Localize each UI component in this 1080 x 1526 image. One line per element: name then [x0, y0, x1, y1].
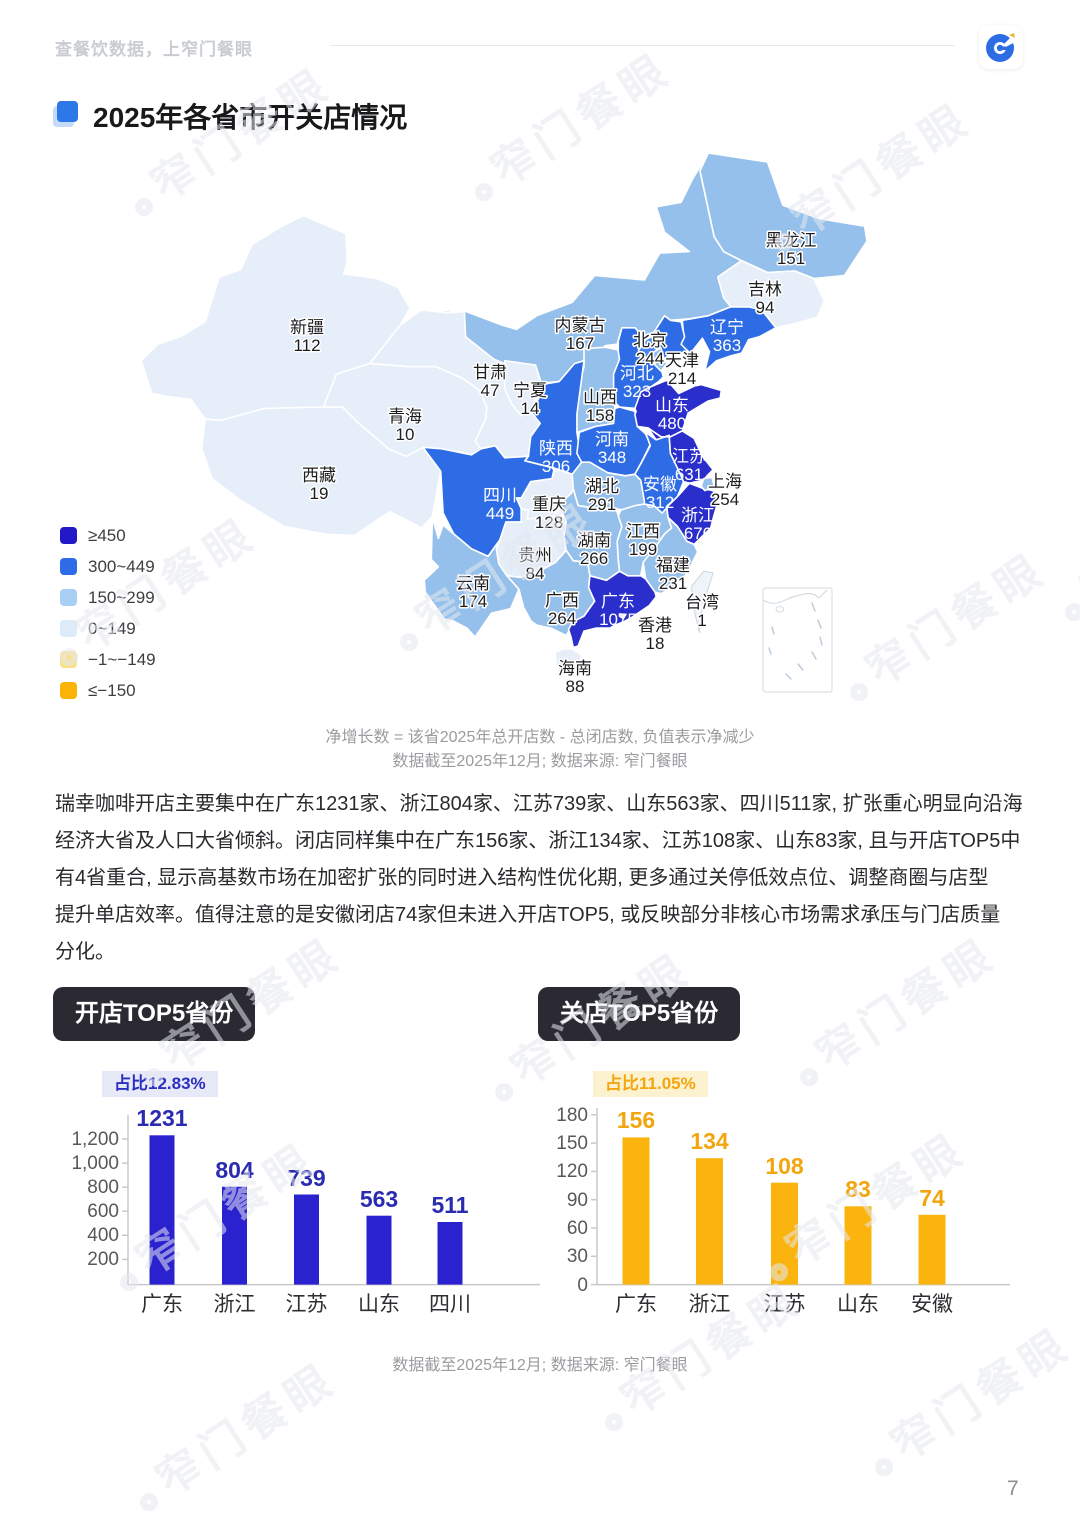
- svg-text:0: 0: [577, 1275, 588, 1296]
- svg-text:60: 60: [567, 1218, 588, 1239]
- svg-text:134: 134: [690, 1128, 729, 1154]
- svg-text:739: 739: [287, 1165, 325, 1191]
- svg-text:江苏: 江苏: [286, 1293, 328, 1316]
- svg-text:600: 600: [87, 1201, 119, 1222]
- svg-text:浙江: 浙江: [689, 1293, 731, 1316]
- svg-text:山东: 山东: [837, 1293, 879, 1316]
- svg-text:江苏: 江苏: [764, 1293, 806, 1316]
- svg-text:120: 120: [556, 1161, 588, 1182]
- svg-text:83: 83: [845, 1176, 871, 1202]
- svg-text:1231: 1231: [136, 1105, 187, 1131]
- svg-text:563: 563: [360, 1186, 398, 1212]
- svg-text:广东: 广东: [141, 1293, 183, 1316]
- svg-text:30: 30: [567, 1246, 588, 1267]
- svg-text:180: 180: [556, 1105, 588, 1126]
- svg-text:108: 108: [765, 1153, 804, 1179]
- svg-text:90: 90: [567, 1190, 588, 1211]
- svg-text:804: 804: [215, 1157, 254, 1183]
- svg-text:1,000: 1,000: [71, 1153, 119, 1174]
- svg-text:400: 400: [87, 1225, 119, 1246]
- svg-text:200: 200: [87, 1249, 119, 1270]
- svg-text:安徽: 安徽: [911, 1293, 953, 1316]
- svg-text:150: 150: [556, 1133, 588, 1154]
- svg-text:1,200: 1,200: [71, 1129, 119, 1150]
- svg-text:156: 156: [617, 1107, 655, 1133]
- svg-text:山东: 山东: [358, 1293, 400, 1316]
- svg-text:511: 511: [431, 1192, 468, 1218]
- svg-text:浙江: 浙江: [214, 1293, 256, 1316]
- svg-text:四川: 四川: [429, 1293, 471, 1316]
- svg-text:800: 800: [87, 1177, 119, 1198]
- svg-text:74: 74: [919, 1185, 945, 1211]
- svg-text:广东: 广东: [615, 1293, 657, 1316]
